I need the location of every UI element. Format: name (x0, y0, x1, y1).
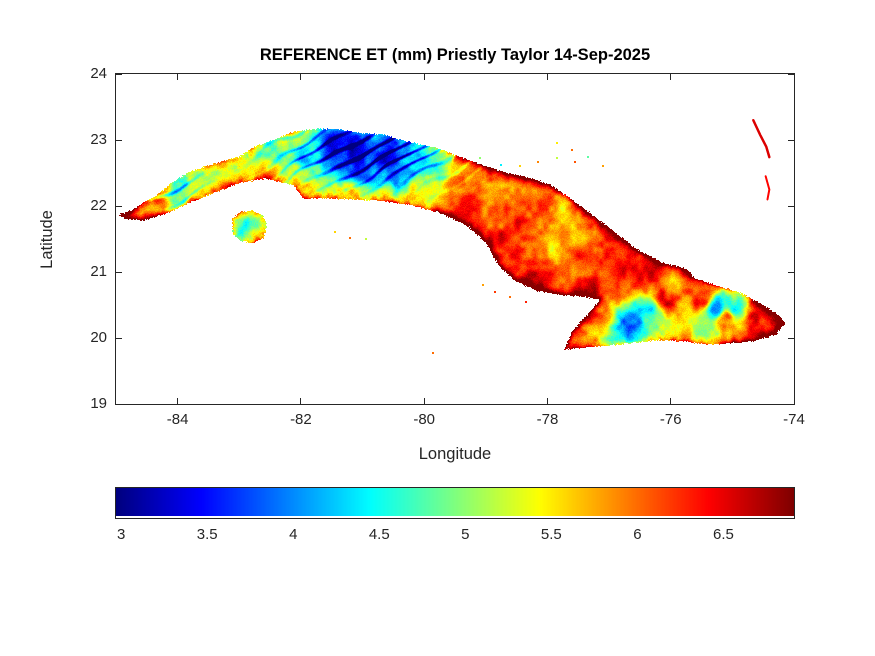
chart-title: REFERENCE ET (mm) Priestly Taylor 14-Sep… (259, 46, 651, 64)
x-tick-label: -80 (413, 411, 436, 428)
x-tick-mark (546, 74, 548, 80)
y-tick-mark (788, 139, 794, 141)
x-tick-mark (546, 398, 548, 404)
x-tick-label: -82 (290, 411, 312, 428)
colorbar-tick-label: 6 (633, 526, 642, 543)
y-tick-mark (788, 205, 794, 207)
y-tick-mark (788, 403, 794, 405)
y-tick-mark (116, 271, 122, 273)
x-tick-mark (300, 398, 302, 404)
x-axis-label: Longitude (418, 445, 492, 463)
x-tick-mark (177, 398, 179, 404)
y-tick-mark (788, 337, 794, 339)
x-tick-label: -74 (783, 411, 805, 428)
cuba-et-heatmap (116, 74, 794, 404)
y-tick-mark (116, 403, 122, 405)
colorbar-tick-label: 3 (116, 526, 126, 543)
x-tick-mark (177, 74, 179, 80)
y-tick-label: 24 (90, 65, 107, 82)
y-tick-label: 23 (90, 131, 107, 148)
y-tick-mark (116, 337, 122, 339)
x-tick-mark (670, 398, 672, 404)
colorbar-tick-label: 4 (289, 526, 298, 543)
colorbar-tick-label: 5.5 (540, 526, 562, 543)
colorbar-gradient (116, 488, 794, 516)
colorbar-tick-label: 6.5 (713, 526, 734, 543)
x-tick-mark (793, 74, 795, 80)
x-tick-mark (300, 74, 302, 80)
y-tick-label: 19 (90, 395, 107, 412)
y-tick-mark (788, 271, 794, 273)
y-tick-mark (116, 73, 122, 75)
y-tick-mark (116, 205, 122, 207)
x-tick-mark (793, 398, 795, 404)
colorbar (115, 487, 795, 519)
y-tick-label: 22 (90, 197, 107, 214)
colorbar-tick-label: 5 (461, 526, 470, 543)
x-tick-label: -76 (659, 411, 682, 428)
y-tick-mark (788, 73, 794, 75)
y-tick-mark (116, 139, 122, 141)
x-tick-mark (423, 398, 425, 404)
colorbar-tick-label: 3.5 (196, 526, 218, 543)
x-tick-mark (670, 74, 672, 80)
plot-axes (115, 73, 795, 405)
y-axis-label-text: Latitude (37, 209, 56, 269)
y-axis-label: Latitude (34, 73, 60, 405)
x-tick-mark (423, 74, 425, 80)
y-tick-label: 21 (90, 263, 107, 280)
x-tick-label: -78 (536, 411, 559, 428)
y-tick-label: 20 (90, 329, 107, 346)
x-tick-label: -84 (166, 411, 189, 428)
colorbar-tick-label: 4.5 (368, 526, 390, 543)
